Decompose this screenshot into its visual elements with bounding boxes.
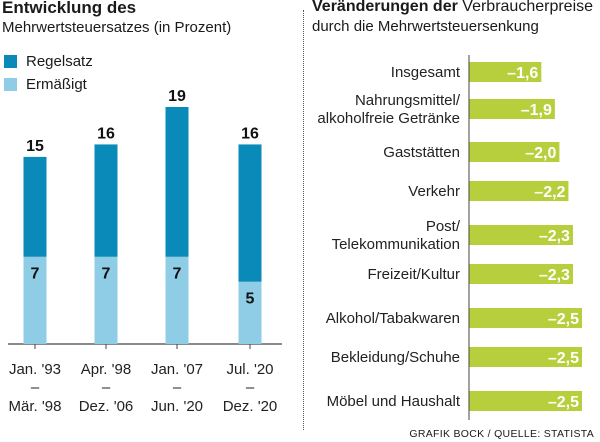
x-tick-label: Jan. '93 [9,361,61,378]
bar-ermaessigt [94,256,118,344]
value-label-ermaessigt: 7 [102,266,111,283]
category-label: Insgesamt [391,64,461,81]
category-label: Bekleidung/Schuhe [331,349,460,366]
legend-item-ermaessigt: Ermäßigt [4,76,87,93]
value-label-ermaessigt: 5 [246,291,255,308]
value-label-regelsatz: 15 [26,138,44,155]
right-chart-subtitle: durch die Mehrwertsteuersenkung [312,18,539,35]
x-tick-label: – [31,379,40,396]
right-title-rest: Verbraucherpreise [457,0,594,15]
x-tick-label: Jun. '20 [151,398,203,415]
left-chart-title: Entwicklung des [2,0,137,17]
x-tick-label: – [102,379,111,396]
bar-price-change [469,62,542,82]
bar-price-change [469,391,582,411]
bar-price-change [469,225,573,245]
x-tick-label: Dez. '06 [79,398,134,415]
category-label: Gaststätten [383,144,460,161]
value-label-price-change: –2,3 [539,267,570,284]
category-label: Freizeit/Kultur [367,266,460,283]
value-label-price-change: –2,0 [525,145,556,162]
category-label: Verkehr [408,183,460,200]
bar-price-change [469,181,569,201]
value-label-price-change: –2,5 [548,311,579,328]
category-label: Nahrungsmittel/ [355,92,461,109]
x-tick-label: Apr. '98 [81,361,131,378]
bar-price-change [469,264,573,284]
value-label-price-change: –2,5 [548,394,579,411]
legend-label-ermaessigt: Ermäßigt [26,76,87,93]
bar-price-change [469,308,582,328]
left-chart-subtitle: Mehrwertsteuersatzes (in Prozent) [2,19,232,36]
x-tick-label: – [246,379,255,396]
legend-swatch-ermaessigt [4,78,17,91]
bar-ermaessigt [238,281,262,344]
bar-ermaessigt [165,256,189,344]
value-label-ermaessigt: 7 [31,266,40,283]
legend-item-regelsatz: Regelsatz [4,53,93,70]
x-tick-label: Jul. '20 [226,361,273,378]
x-tick-label: – [173,379,182,396]
right-title-bold: Veränderungen der [312,0,458,15]
category-label: Post/ [426,218,461,235]
x-tick-label: Mär. '98 [9,398,62,415]
value-label-price-change: –2,2 [534,184,565,201]
value-label-price-change: –1,6 [507,65,538,82]
category-label: alkoholfreie Getränke [317,110,460,127]
value-label-ermaessigt: 7 [173,266,182,283]
source-note: GRAFIK BOCK / QUELLE: STATISTA [409,428,594,440]
bar-price-change [469,347,582,367]
value-label-price-change: –1,9 [521,102,552,119]
value-label-price-change: –2,5 [548,350,579,367]
bar-price-change [469,142,560,162]
legend-swatch-regelsatz [4,55,17,68]
bar-ermaessigt [23,256,47,344]
value-label-price-change: –2,3 [539,228,570,245]
value-label-regelsatz: 16 [97,125,115,142]
bar-price-change [469,99,555,119]
x-tick-label: Jan. '07 [151,361,203,378]
category-label: Alkohol/Tabakwaren [326,310,460,327]
x-tick-label: Dez. '20 [223,398,278,415]
value-label-regelsatz: 16 [241,125,259,142]
legend-label-regelsatz: Regelsatz [26,53,93,70]
category-label: Möbel und Haushalt [327,393,461,410]
category-label: Telekommunikation [332,236,460,253]
right-chart-title: Veränderungen der Verbraucherpreise [312,0,593,16]
value-label-regelsatz: 19 [168,88,186,105]
panel-divider [303,10,304,430]
